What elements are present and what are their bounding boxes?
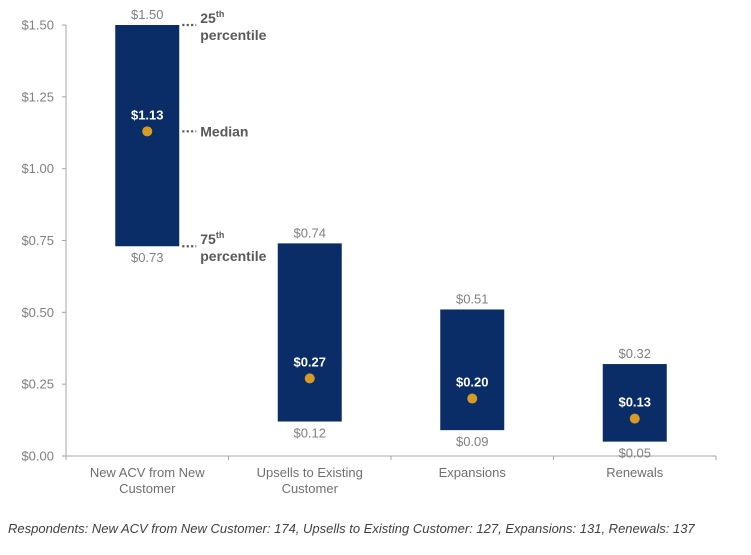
bottom-value-label: $0.05 <box>618 446 651 461</box>
y-tick-label: $1.00 <box>21 161 54 176</box>
footnote: Respondents: New ACV from New Customer: … <box>8 521 695 536</box>
bottom-value-label: $0.73 <box>131 250 164 265</box>
y-tick-label: $1.25 <box>21 89 54 104</box>
range-bar <box>277 243 342 422</box>
y-tick-label: $0.00 <box>21 449 54 464</box>
annotation-label: 75th percentile <box>200 230 266 264</box>
median-dot <box>304 373 315 384</box>
annotation-label: Median <box>200 123 248 139</box>
median-dot <box>629 413 640 424</box>
x-category-label: Expansions <box>439 465 507 480</box>
top-value-label: $0.51 <box>456 291 489 306</box>
range-bar <box>440 309 505 431</box>
range-bar-group: $1.13 $1.50 $0.73 <box>115 7 180 265</box>
annotation-label: 25th percentile <box>200 9 266 43</box>
y-tick-label: $0.75 <box>21 233 54 248</box>
y-tick-label: $1.50 <box>21 18 54 33</box>
median-dot <box>467 393 478 404</box>
x-category-label: New ACV from New Customer <box>90 465 205 496</box>
annotation-top: 25th percentile <box>182 9 267 43</box>
range-bar-group: $0.20 $0.51 $0.09 <box>440 291 505 449</box>
range-chart: $0.00 $0.25 $0.50 $0.75 $1.00 $1.25 $1.50 New … <box>21 7 717 496</box>
x-category-label: Upsells to Existing Customer <box>257 465 363 496</box>
y-tick-label: $0.25 <box>21 377 54 392</box>
x-axis: New ACV from New Customer Upsells to Exist… <box>65 455 717 496</box>
top-value-label: $0.32 <box>618 346 651 361</box>
range-bar-group: $0.13 $0.32 $0.05 <box>602 346 667 461</box>
median-label: $0.27 <box>293 354 326 369</box>
top-value-label: $0.74 <box>293 225 326 240</box>
range-bar-group: $0.27 $0.74 $0.12 <box>277 225 342 441</box>
annotation-bottom: 75th percentile <box>182 230 267 264</box>
top-value-label: $1.50 <box>131 7 164 22</box>
bottom-value-label: $0.12 <box>293 426 326 441</box>
median-label: $0.20 <box>456 375 489 390</box>
bars: $1.13 $1.50 $0.73 $0.27 $0.74 $0.12 $0.20 $0.51… <box>115 7 667 461</box>
y-tick-label: $0.50 <box>21 305 54 320</box>
median-label: $0.13 <box>618 395 651 410</box>
median-dot <box>142 126 153 137</box>
range-bar <box>602 364 667 442</box>
annotations: 25th percentile Median 75th percentile <box>182 9 267 264</box>
x-category-label: Renewals <box>606 465 664 480</box>
bottom-value-label: $0.09 <box>456 434 489 449</box>
y-axis: $0.00 $0.25 $0.50 $0.75 $1.00 $1.25 $1.50 <box>21 18 67 464</box>
annotation-median: Median <box>182 123 248 139</box>
median-label: $1.13 <box>131 107 164 122</box>
